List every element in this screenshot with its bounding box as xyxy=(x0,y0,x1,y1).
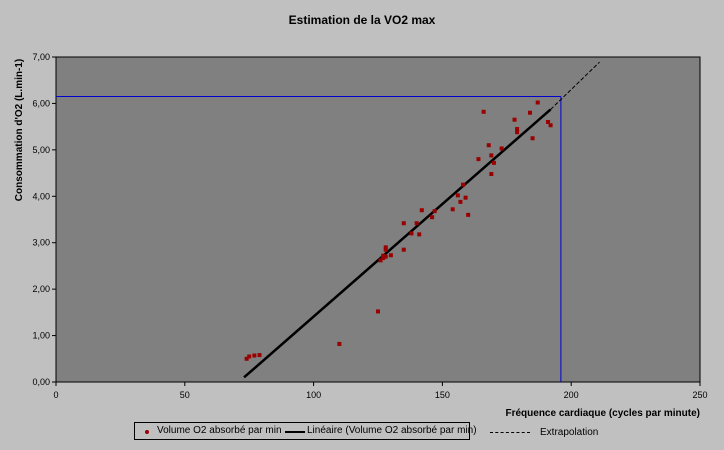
extrapolation-label: Extrapolation xyxy=(540,427,599,438)
data-point xyxy=(512,117,517,122)
data-point xyxy=(401,221,406,226)
y-tick-label: 3,00 xyxy=(32,238,50,248)
data-point xyxy=(491,160,496,165)
data-point xyxy=(476,157,481,162)
plot-area xyxy=(55,56,701,383)
x-tick-label: 0 xyxy=(53,390,58,400)
data-point xyxy=(530,136,535,141)
y-tick-label: 2,00 xyxy=(32,284,50,294)
y-axis-label: Consommation d'O2 (L.min-1) xyxy=(14,59,25,201)
linear-trend-line xyxy=(243,108,552,379)
data-point xyxy=(432,209,437,214)
y-tick-label: 1,00 xyxy=(32,331,50,341)
data-point xyxy=(417,232,422,237)
data-point xyxy=(252,353,257,358)
data-point xyxy=(499,146,504,151)
data-point xyxy=(466,212,471,217)
data-point xyxy=(414,221,419,226)
data-point xyxy=(244,356,249,361)
data-point xyxy=(461,182,466,187)
vo2max-guide-lines xyxy=(56,95,562,382)
data-point xyxy=(481,109,486,114)
data-point xyxy=(489,153,494,158)
data-point xyxy=(376,309,380,314)
data-point xyxy=(455,193,460,198)
data-point xyxy=(257,353,262,358)
data-point xyxy=(515,130,520,135)
x-tick-label: 50 xyxy=(180,390,190,400)
y-tick-label: 5,00 xyxy=(32,145,50,155)
data-point xyxy=(383,245,388,250)
data-point xyxy=(489,172,494,176)
dashed-line-marker xyxy=(490,431,530,433)
x-tick-label: 100 xyxy=(306,390,321,400)
x-tick-label: 200 xyxy=(564,390,579,400)
extrapolation-legend: Extrapolation xyxy=(490,427,598,438)
legend-label-linear: Linéaire (Volume O2 absorbé par min) xyxy=(307,425,477,436)
data-point xyxy=(378,258,383,263)
x-tick-label: 150 xyxy=(435,390,450,400)
trend-lines xyxy=(243,61,600,379)
y-tick-label: 4,00 xyxy=(32,191,50,201)
y-tick-label: 6,00 xyxy=(32,98,50,108)
x-axis-label: Fréquence cardiaque (cycles par minute) xyxy=(505,408,700,419)
data-point xyxy=(546,120,551,124)
data-point xyxy=(527,110,532,115)
data-point xyxy=(463,195,468,200)
y-axis-ticks: 0,00 1,00 2,00 3,00 4,00 5,00 6,00 7,00 xyxy=(32,52,56,387)
y-tick-label: 7,00 xyxy=(32,52,50,62)
data-point xyxy=(430,215,435,220)
legend-marker-points xyxy=(145,430,149,434)
data-point xyxy=(388,253,393,258)
legend-marker-linear xyxy=(285,431,305,433)
data-point xyxy=(401,247,406,252)
chart-legend: Volume O2 absorbé par min Linéaire (Volu… xyxy=(134,422,477,440)
x-axis-ticks: 0 50 100 150 200 250 xyxy=(53,382,708,400)
data-point xyxy=(535,100,540,105)
data-point xyxy=(381,256,386,261)
data-points xyxy=(244,100,553,361)
data-point xyxy=(409,231,414,236)
data-point xyxy=(419,208,424,213)
data-point xyxy=(458,199,463,204)
data-point xyxy=(548,123,553,128)
y-tick-label: 0,00 xyxy=(32,377,50,387)
data-point xyxy=(450,207,455,212)
extrapolation-line xyxy=(550,61,600,110)
chart-title: Estimation de la VO2 max xyxy=(289,13,436,27)
data-point xyxy=(383,254,388,259)
x-tick-label: 250 xyxy=(692,390,707,400)
legend-label-points: Volume O2 absorbé par min xyxy=(157,425,282,436)
data-point xyxy=(247,354,252,359)
data-point xyxy=(383,247,388,252)
data-point xyxy=(381,253,386,258)
data-point xyxy=(337,341,342,346)
data-point xyxy=(515,126,520,131)
data-point xyxy=(486,143,491,148)
